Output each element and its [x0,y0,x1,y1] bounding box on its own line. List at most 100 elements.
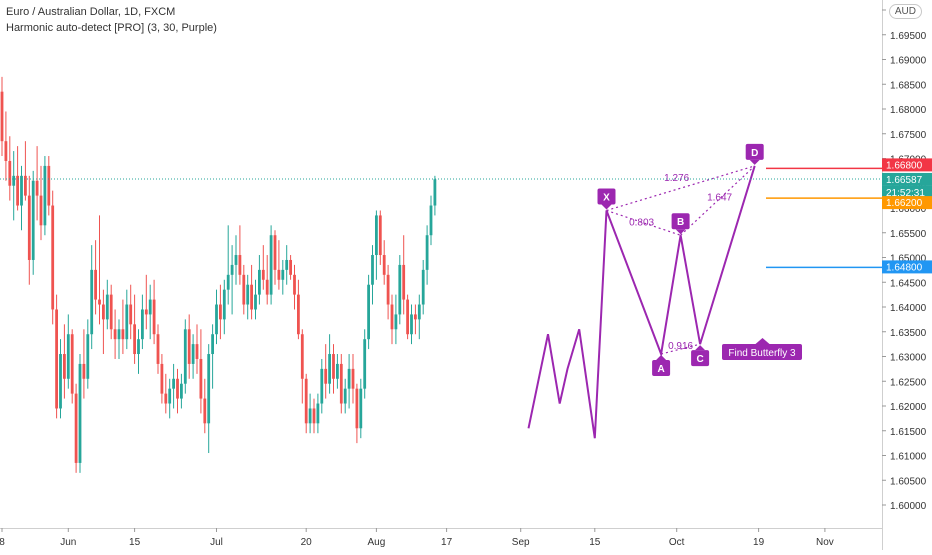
candle-body [35,180,39,196]
candle-body [4,141,8,161]
candle-body [47,165,51,206]
pattern-point-box [671,213,690,230]
pattern-ratio-label: 1.276 [664,173,689,184]
candle-body [382,255,386,275]
candle-body [86,334,90,379]
candle-body [308,408,312,424]
price-tick-label: 1.67500 [890,130,927,141]
candle-body [234,255,238,265]
candle-body [355,388,359,429]
candle-body [371,255,374,285]
time-tick-label: Nov [816,537,834,548]
pattern-name-pointer [755,338,770,344]
candle-body [351,368,355,389]
candle-body [16,175,19,206]
pattern-ratio-line [680,165,756,236]
target-mid-label-box [882,196,932,210]
price-tick-label: 1.64000 [890,303,927,314]
pattern-point-pointer [656,355,667,361]
candle-body [343,388,347,404]
candle-body [90,269,94,335]
candle-body [406,299,409,335]
candle-body [183,329,187,384]
currency-badge[interactable]: AUD [888,4,922,19]
candle-body [414,314,417,320]
candle-body [347,368,351,389]
candle-body [367,284,370,340]
price-tick-label: 1.61000 [890,452,927,463]
candle-body [359,388,363,429]
price-tick-label: 1.69000 [890,56,927,67]
time-tick-label: 19 [753,537,765,548]
candle-body [24,175,27,196]
candle-body [168,388,172,404]
current-label: 1.66587 [886,175,923,186]
price-tick-label: 1.65000 [890,254,927,265]
candle-body [226,274,230,290]
candle-body [125,304,129,340]
candle-body [39,195,43,226]
candle-body [164,393,168,404]
price-tick-label: 1.63500 [890,328,927,339]
candle-body [117,329,121,340]
candle-body [390,304,394,330]
candle-body [121,329,125,340]
time-axis[interactable]: 8 Jun 15 Jul 20 Aug 17 Sep 15 Oct 19 Nov [0,528,882,548]
candle-body [417,304,421,320]
candle-body [98,299,101,305]
candle-body [285,259,289,270]
candle-body [144,309,148,315]
time-tick-label: Jun [60,537,76,548]
candle-body [425,235,429,270]
chart-legend: Euro / Australian Dollar, 1D, FXCM Harmo… [6,4,217,36]
candle-body [332,354,335,379]
candle-body [12,175,16,186]
candle-body [363,339,367,389]
target-low-label: 1.64800 [886,262,923,273]
candle-body [394,314,398,330]
pattern-name-label: Find Butterfly 3 [728,348,796,359]
pattern-point-c: C [691,345,710,367]
candle-body [133,324,136,355]
zigzag-lines [527,165,756,439]
candle-body [250,284,253,310]
candle-body [258,269,261,295]
indicator-title[interactable]: Harmonic auto-detect [PRO] (3, 30, Purpl… [6,22,217,34]
price-tick-label: 1.61500 [890,427,927,438]
candle-body [289,259,292,275]
candle-body [203,398,207,424]
price-tick-label: 1.62500 [890,377,927,388]
candle-body [336,363,339,379]
price-tick-label: 1.62000 [890,402,927,413]
price-tick-label: 1.68000 [890,105,927,116]
candle-body [402,264,406,300]
candle-body [293,274,296,295]
candle-body [172,378,175,389]
candle-body [78,363,82,463]
candle-body [207,354,211,424]
candle-body [82,363,86,379]
candles [0,76,437,473]
time-tick-label: Jul [210,537,223,548]
pattern-ratio-label: 1.647 [707,193,732,204]
symbol-title[interactable]: Euro / Australian Dollar, 1D, FXCM [6,6,176,18]
candle-body [199,358,203,399]
pattern-point-label: B [677,217,684,228]
candle-body [378,215,382,256]
candle-body [0,91,4,142]
price-axis[interactable]: 1.60000 1.60500 1.61000 1.61500 1.62000 1.625… [882,0,932,550]
candle-body [156,334,160,364]
price-tick-label: 1.64500 [890,278,927,289]
pattern-point-d: D [745,143,764,165]
candle-body [222,289,226,320]
candle-body [102,304,105,320]
candle-body [113,329,117,340]
price-tick-label: 1.65500 [890,229,927,240]
candle-body [27,195,31,260]
candle-body [398,264,402,315]
pattern-ratio-line [660,343,701,355]
pattern-ratio-label: 0.916 [668,341,693,352]
price-tick-label: 1.68500 [890,80,927,91]
